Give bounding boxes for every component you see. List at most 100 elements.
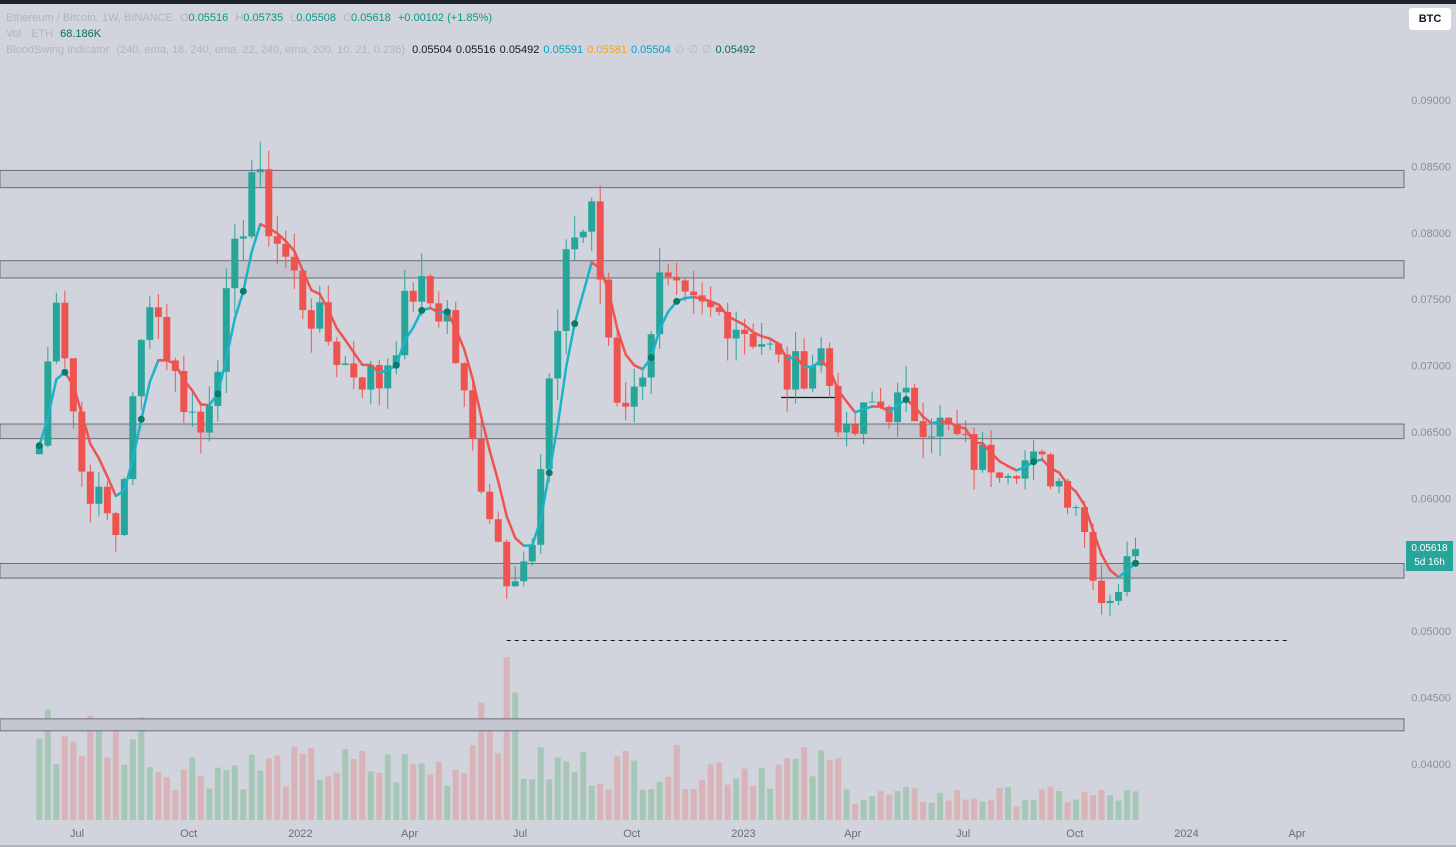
candle-body: [392, 355, 400, 366]
candle-body: [630, 386, 638, 407]
volume-bar: [214, 767, 221, 820]
swing-line-segment: [471, 377, 483, 418]
volume-bar: [274, 755, 281, 820]
swing-line-segment: [216, 357, 228, 396]
volume-bar: [461, 772, 468, 820]
volume-label[interactable]: Vol · ETH: [6, 28, 54, 40]
candle-body: [528, 544, 536, 562]
swing-line-segment: [479, 415, 491, 453]
low-label: L: [290, 12, 297, 24]
swing-line-segment: [454, 327, 466, 351]
candle-body: [596, 201, 604, 280]
volume-bar: [384, 754, 391, 820]
swing-line-segment: [1040, 458, 1052, 470]
volume-bar: [784, 758, 791, 820]
volume-bar: [393, 782, 400, 820]
candle-body: [554, 330, 562, 379]
volume-bar: [979, 801, 986, 820]
candle-body: [783, 354, 791, 390]
candle-body: [664, 272, 672, 277]
zone-band: [0, 423, 1405, 440]
swing-line-segment: [123, 457, 135, 492]
candle-body: [265, 169, 273, 237]
volume-bar: [733, 778, 740, 820]
candle-body: [282, 243, 290, 257]
volume-bar: [1064, 802, 1071, 820]
swing-line-segment: [310, 288, 322, 296]
swing-line-segment: [581, 261, 593, 295]
volume-bar: [1107, 795, 1114, 820]
swing-line-segment: [505, 514, 517, 540]
candle-body: [256, 169, 264, 173]
swing-line-segment: [1006, 464, 1018, 472]
swing-line-segment: [989, 451, 1001, 463]
volume-bar: [1022, 800, 1029, 820]
swing-line-segment: [947, 420, 959, 428]
candle-body: [35, 445, 43, 455]
volume-bar: [699, 779, 706, 820]
volume-bar: [580, 752, 587, 820]
candle-body: [452, 310, 460, 364]
candle-body: [384, 365, 392, 389]
swing-line-segment: [862, 405, 874, 411]
volume-bar: [1013, 806, 1020, 820]
zone-band: [0, 260, 1405, 279]
volume-bar: [121, 764, 128, 820]
candle-body: [562, 249, 570, 331]
volume-bar: [682, 789, 689, 820]
volume-bar: [843, 789, 850, 820]
symbol-title[interactable]: Ethereum / Bitcoin, 1W, BINANCE: [6, 12, 173, 24]
swing-line-segment: [709, 300, 721, 307]
swing-line-segment: [1066, 482, 1078, 494]
candle-body: [469, 390, 477, 439]
volume-bar: [741, 768, 748, 820]
candle-body: [656, 272, 664, 335]
candle-body: [129, 396, 137, 480]
swing-line-segment: [344, 338, 356, 354]
candle-body: [919, 421, 927, 437]
swing-dot: [902, 395, 910, 403]
candle-body: [715, 307, 723, 312]
volume-bar: [665, 776, 672, 820]
volume-bar: [240, 789, 247, 820]
candle-body: [588, 201, 596, 232]
candle-body: [817, 348, 825, 366]
indicator-name[interactable]: BloodSwing Indicator: [6, 44, 110, 56]
x-tick-label: Apr: [1288, 828, 1305, 840]
volume-bar: [588, 785, 595, 820]
open-label: O: [179, 12, 189, 24]
candle-body: [605, 279, 613, 338]
y-tick-label: 0.07500: [1411, 294, 1451, 306]
volume-bar: [937, 792, 944, 820]
indicator-value: ∅: [674, 44, 685, 56]
volume-bar: [444, 785, 451, 820]
volume-bar: [537, 747, 544, 820]
indicator-value: 0.05581: [587, 44, 627, 56]
candle-body: [928, 436, 936, 438]
candle-body: [350, 363, 358, 378]
swing-dot: [1132, 559, 1140, 567]
x-tick-label: Apr: [844, 828, 861, 840]
candle-body: [120, 479, 128, 536]
swing-line-segment: [547, 424, 559, 475]
volume-bar: [971, 798, 978, 820]
volume-bar: [639, 789, 646, 820]
y-tick-label: 0.09000: [1411, 95, 1451, 107]
swing-line-segment: [174, 362, 186, 382]
indicator-legend: BloodSwing Indicator (240, ema, 18, 240,…: [6, 42, 763, 58]
volume-bar: [95, 722, 102, 820]
candle-body: [503, 541, 511, 587]
low-value: 0.05508: [296, 12, 337, 24]
volume-bars: [36, 657, 1139, 820]
candle-body: [860, 402, 868, 434]
zone-band: [0, 718, 1405, 732]
candle-body: [537, 469, 545, 545]
volume-bar: [716, 762, 723, 820]
candle-body: [681, 280, 689, 292]
candle-body: [86, 471, 94, 504]
currency-button[interactable]: BTC: [1409, 8, 1451, 30]
swing-line-segment: [513, 536, 525, 547]
volume-bar: [503, 657, 510, 820]
volume-bar: [622, 750, 629, 820]
